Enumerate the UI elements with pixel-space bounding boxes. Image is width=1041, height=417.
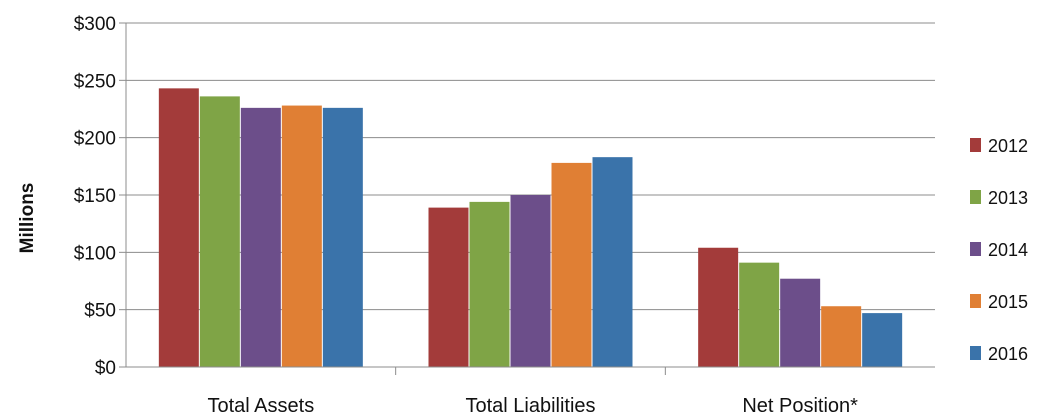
legend: 2012 2013 2014 2015 2016 xyxy=(970,136,1028,364)
x-category-label: Net Position* xyxy=(742,395,858,417)
legend-swatch-2012 xyxy=(970,138,981,152)
bar-2013-1 xyxy=(469,201,510,367)
y-tick-label: $150 xyxy=(74,186,116,207)
legend-label-2014: 2014 xyxy=(988,240,1028,260)
legend-swatch-2015 xyxy=(970,294,981,308)
x-category-label: Total Assets xyxy=(207,395,314,417)
bar-2012-2 xyxy=(698,247,739,367)
legend-label-2016: 2016 xyxy=(988,344,1028,364)
y-tick-label: $100 xyxy=(74,243,116,264)
bar-2016-2 xyxy=(862,313,903,367)
bar-2015-2 xyxy=(821,306,862,367)
bar-2012-0 xyxy=(158,88,199,368)
y-tick-label: $200 xyxy=(74,129,116,150)
x-axis-categories: Total Assets Total Liabilities Net Positio… xyxy=(207,395,858,417)
bar-2015-0 xyxy=(281,105,322,367)
bar-2013-2 xyxy=(739,262,780,367)
bar-2014-0 xyxy=(240,107,281,367)
bar-2015-1 xyxy=(551,162,592,367)
y-axis-label: Millions xyxy=(17,183,38,254)
x-category-label: Total Liabilities xyxy=(465,395,595,417)
y-tick-label: $300 xyxy=(74,14,116,35)
legend-swatch-2014 xyxy=(970,242,981,256)
legend-label-2015: 2015 xyxy=(988,292,1028,312)
bar-2013-0 xyxy=(199,96,240,368)
bar-2014-2 xyxy=(780,278,821,367)
bar-2014-1 xyxy=(510,195,551,367)
y-tick-label: $250 xyxy=(74,71,116,92)
bar-2016-0 xyxy=(322,107,363,367)
bar-2012-1 xyxy=(428,207,469,367)
legend-swatch-2013 xyxy=(970,190,981,204)
bar-2016-1 xyxy=(592,157,633,367)
y-axis-ticks: $0 $50 $100 $150 $200 $250 $300 xyxy=(74,14,126,379)
y-tick-label: $50 xyxy=(84,301,116,322)
y-tick-label: $0 xyxy=(95,358,116,379)
bars xyxy=(158,88,903,368)
axes xyxy=(125,23,935,375)
legend-swatch-2016 xyxy=(970,346,981,360)
legend-label-2013: 2013 xyxy=(988,188,1028,208)
legend-label-2012: 2012 xyxy=(988,136,1028,156)
